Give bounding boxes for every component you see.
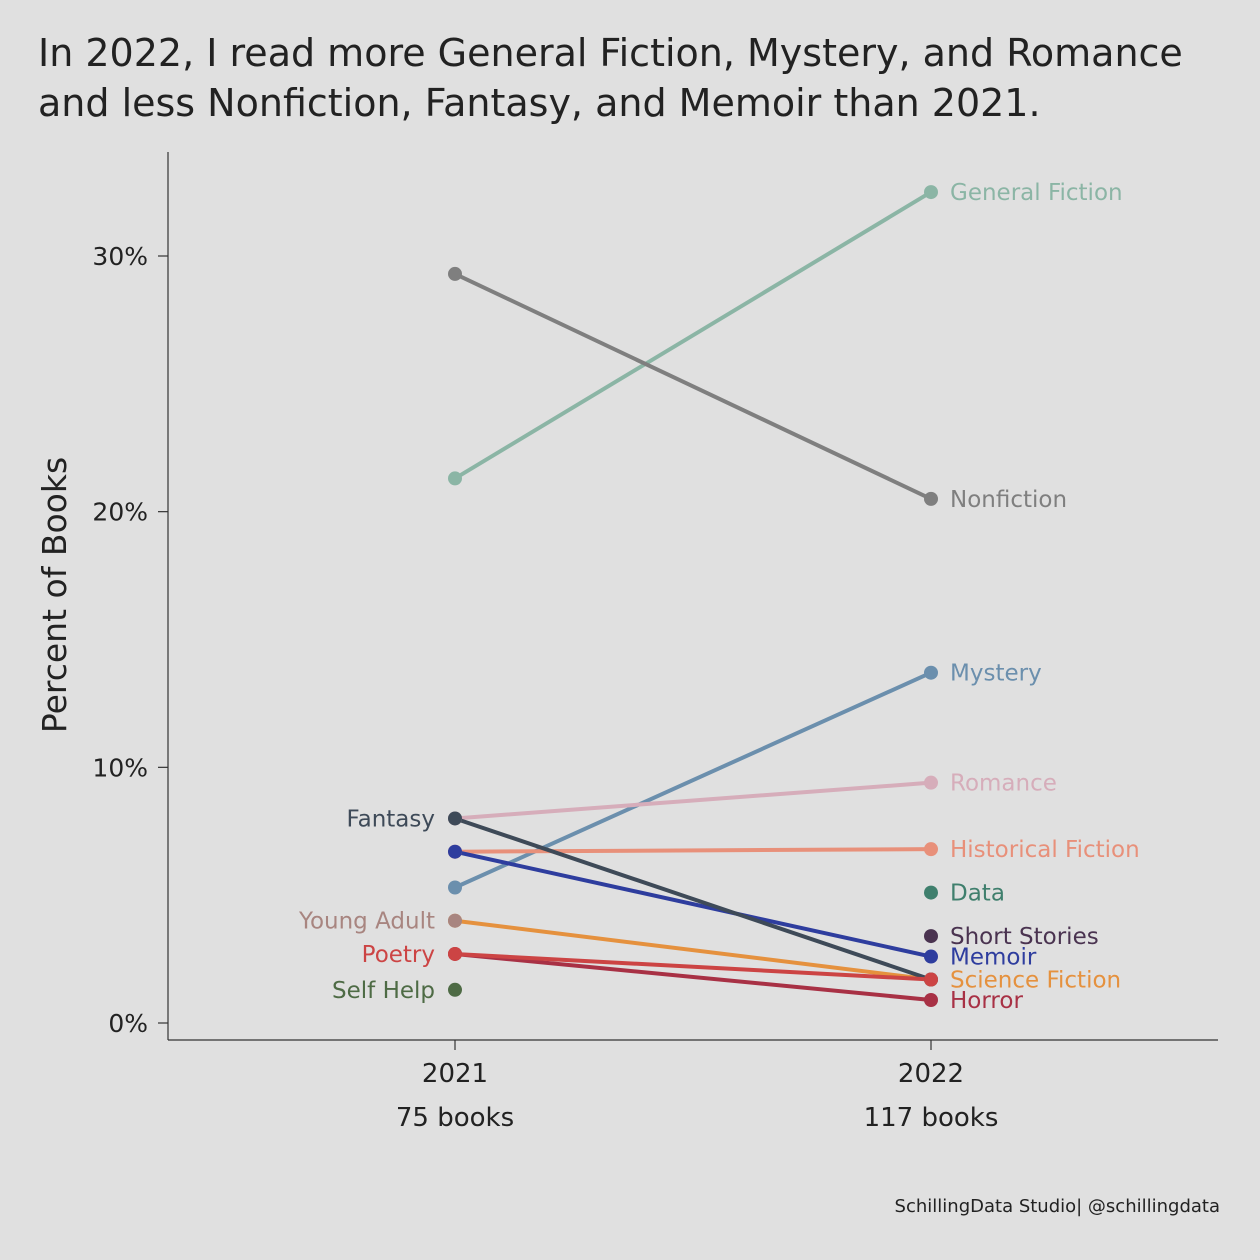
- series-line-general-fiction: [453, 190, 933, 481]
- data-point-horror: [924, 992, 938, 1007]
- data-point-general-fiction: [924, 185, 938, 200]
- series-label-romance: Romance: [950, 771, 1057, 797]
- data-point-memoir: [924, 949, 938, 964]
- data-point-poetry: [924, 972, 938, 987]
- series-line-science-fiction: [453, 918, 933, 982]
- series-line-mystery: [453, 670, 933, 890]
- series-lines: [453, 190, 933, 1002]
- series-label-science-fiction: Science Fiction: [950, 968, 1121, 994]
- series-line-historical-fiction: [453, 847, 933, 854]
- data-point-poetry: [448, 946, 462, 961]
- series-line-poetry: [453, 951, 933, 982]
- y-axis-label: Percent of Books: [35, 457, 74, 733]
- data-point-mystery: [924, 665, 938, 680]
- series-label-memoir: Memoir: [950, 945, 1037, 971]
- y-tick-label: 30%: [92, 242, 148, 271]
- series-labels: General Fiction Nonfiction Mystery Romance H…: [298, 180, 1140, 1014]
- series-label-short-stories: Short Stories: [950, 924, 1099, 950]
- data-point-fantasy: [448, 811, 462, 826]
- x-tick-sublabel: 75 books: [396, 1103, 514, 1133]
- data-point-historical-fiction: [924, 842, 938, 857]
- y-tick-label: 10%: [92, 753, 148, 782]
- series-line-horror: [453, 951, 933, 1002]
- series-label-data: Data: [950, 881, 1005, 907]
- data-point-memoir: [448, 844, 462, 859]
- series-label-nonfiction: Nonfiction: [950, 487, 1067, 513]
- series-line-romance: [453, 780, 933, 821]
- x-tick-label: 2021: [422, 1059, 488, 1089]
- title-line-1: In 2022, I read more General Fiction, My…: [38, 31, 1183, 75]
- data-point-nonfiction: [924, 491, 938, 506]
- title-line-2: and less Nonfiction, Fantasy, and Memoir…: [38, 81, 1041, 125]
- y-tick-label: 20%: [92, 498, 148, 527]
- y-tick-label: 0%: [108, 1009, 148, 1038]
- series-line-nonfiction: [453, 271, 933, 501]
- data-point-general-fiction: [448, 471, 462, 486]
- series-label-general-fiction: General Fiction: [950, 180, 1123, 206]
- series-line-fantasy: [453, 816, 933, 982]
- data-point-young-adult: [448, 913, 462, 928]
- series-points: [448, 185, 938, 1007]
- data-point-short-stories: [924, 929, 938, 944]
- series-label-historical-fiction: Historical Fiction: [950, 837, 1140, 863]
- series-label-young-adult: Young Adult: [298, 909, 435, 935]
- x-tick-sublabel: 117 books: [864, 1103, 999, 1133]
- data-point-romance: [924, 775, 938, 790]
- series-label-fantasy: Fantasy: [347, 806, 436, 832]
- axes: 0% 10% 20% 30% 2021 75 books 2022 117 books Perc…: [35, 152, 1218, 1133]
- series-label-self-help: Self Help: [332, 978, 435, 1004]
- series-line-memoir: [453, 849, 933, 959]
- data-point-nonfiction: [448, 266, 462, 281]
- series-label-horror: Horror: [950, 988, 1023, 1014]
- caption: SchillingData Studio| @schillingdata: [894, 1196, 1220, 1217]
- data-point-data: [924, 885, 938, 900]
- chart-title: In 2022, I read more General Fiction, My…: [38, 28, 1238, 128]
- data-point-self-help: [448, 982, 462, 997]
- x-tick-label: 2022: [898, 1059, 964, 1089]
- series-label-mystery: Mystery: [950, 661, 1042, 687]
- series-label-poetry: Poetry: [362, 942, 435, 968]
- data-point-mystery: [448, 880, 462, 895]
